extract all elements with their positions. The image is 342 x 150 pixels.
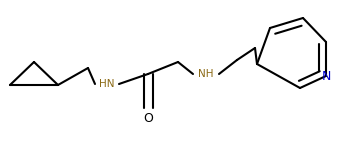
Text: HN: HN — [99, 79, 115, 89]
Text: O: O — [143, 111, 153, 124]
Text: NH: NH — [198, 69, 214, 79]
Text: N: N — [321, 69, 331, 82]
